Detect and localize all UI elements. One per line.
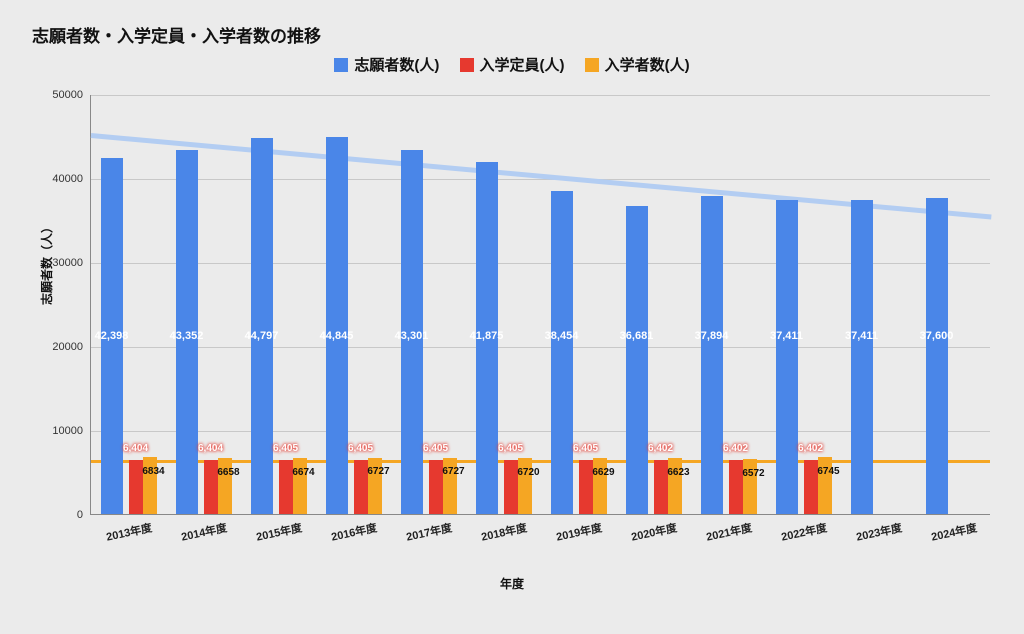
bar-capacity — [654, 460, 668, 514]
bar-label-applicants: 43,352 — [170, 330, 204, 342]
bar-capacity — [129, 460, 143, 514]
y-tick-label: 0 — [77, 509, 91, 521]
bar-label-capacity: 6,405 — [498, 443, 523, 454]
bar-capacity — [279, 460, 293, 514]
bar-label-applicants: 37,894 — [695, 330, 729, 342]
bar-applicants — [851, 200, 873, 514]
bar-applicants — [626, 206, 648, 514]
legend-label: 入学定員(人) — [480, 57, 565, 74]
bar-label-enrolled: 6745 — [817, 466, 839, 477]
x-tick-label: 2023年度 — [854, 519, 903, 544]
bar-label-applicants: 36,681 — [620, 330, 654, 342]
bar-applicants — [551, 191, 573, 514]
bar-label-enrolled: 6658 — [217, 467, 239, 478]
bar-label-enrolled: 6727 — [442, 466, 464, 477]
x-tick-label: 2021年度 — [704, 519, 753, 544]
bar-capacity — [204, 460, 218, 514]
legend: 志願者数(人) 入学定員(人) 入学者数(人) — [0, 54, 1024, 75]
legend-swatch — [334, 58, 348, 72]
legend-swatch — [460, 58, 474, 72]
bar-label-applicants: 42,398 — [95, 330, 129, 342]
legend-label: 入学者数(人) — [605, 57, 690, 74]
gridline — [91, 179, 990, 180]
y-tick-label: 30000 — [52, 257, 91, 269]
bar-label-applicants: 38,454 — [545, 330, 579, 342]
bar-label-enrolled: 6727 — [367, 466, 389, 477]
bar-label-applicants: 44,845 — [320, 330, 354, 342]
y-tick-label: 40000 — [52, 173, 91, 185]
bar-label-capacity: 6,405 — [273, 443, 298, 454]
bar-applicants — [701, 196, 723, 514]
chart-title: 志願者数・入学定員・入学者数の推移 — [32, 22, 321, 47]
bar-label-capacity: 6,402 — [648, 443, 673, 454]
x-tick-label: 2016年度 — [329, 519, 378, 544]
bar-label-enrolled: 6674 — [292, 467, 314, 478]
bar-label-capacity: 6,405 — [573, 443, 598, 454]
bar-label-applicants: 37,411 — [845, 330, 878, 342]
legend-swatch — [585, 58, 599, 72]
legend-item-capacity: 入学定員(人) — [460, 54, 565, 75]
bar-label-capacity: 6,402 — [798, 443, 823, 454]
bar-capacity — [729, 460, 743, 514]
bar-capacity — [579, 460, 593, 514]
legend-item-enrolled: 入学者数(人) — [585, 54, 690, 75]
bar-capacity — [804, 460, 818, 514]
bar-label-capacity: 6,405 — [348, 443, 373, 454]
bar-applicants — [326, 137, 348, 514]
bar-label-enrolled: 6572 — [742, 468, 764, 479]
bar-label-capacity: 6,404 — [123, 443, 148, 454]
plot-area: 010000200003000040000500002013年度42,3986,… — [90, 95, 990, 515]
y-tick-label: 50000 — [52, 89, 91, 101]
bar-label-capacity: 6,405 — [423, 443, 448, 454]
gridline — [91, 95, 990, 96]
bar-label-enrolled: 6629 — [592, 467, 614, 478]
bar-capacity — [504, 460, 518, 514]
bar-label-applicants: 43,301 — [395, 330, 429, 342]
bar-label-capacity: 6,404 — [198, 443, 223, 454]
bar-capacity — [429, 460, 443, 514]
x-axis-label: 年度 — [0, 575, 1024, 592]
bar-label-enrolled: 6834 — [142, 466, 164, 477]
bar-applicants — [776, 200, 798, 514]
bar-label-enrolled: 6720 — [517, 467, 539, 478]
x-tick-label: 2017年度 — [404, 519, 453, 544]
y-tick-label: 10000 — [52, 425, 91, 437]
bar-capacity — [354, 460, 368, 514]
bar-label-applicants: 37,600 — [920, 330, 954, 342]
legend-item-applicants: 志願者数(人) — [334, 54, 439, 75]
x-tick-label: 2022年度 — [779, 519, 828, 544]
bar-label-applicants: 37,411 — [770, 330, 803, 342]
bar-label-applicants: 44,797 — [245, 330, 279, 342]
bar-applicants — [926, 198, 948, 514]
bar-applicants — [251, 138, 273, 514]
chart-container: 志願者数・入学定員・入学者数の推移 志願者数(人) 入学定員(人) 入学者数(人… — [0, 0, 1024, 634]
x-tick-label: 2013年度 — [104, 519, 153, 544]
x-tick-label: 2018年度 — [479, 519, 528, 544]
x-tick-label: 2015年度 — [254, 519, 303, 544]
x-tick-label: 2014年度 — [179, 519, 228, 544]
legend-label: 志願者数(人) — [354, 57, 439, 74]
x-tick-label: 2020年度 — [629, 519, 678, 544]
bar-label-enrolled: 6623 — [667, 467, 689, 478]
y-tick-label: 20000 — [52, 341, 91, 353]
x-tick-label: 2024年度 — [929, 519, 978, 544]
x-tick-label: 2019年度 — [554, 519, 603, 544]
bar-label-capacity: 6,402 — [723, 443, 748, 454]
bar-label-applicants: 41,875 — [470, 330, 504, 342]
